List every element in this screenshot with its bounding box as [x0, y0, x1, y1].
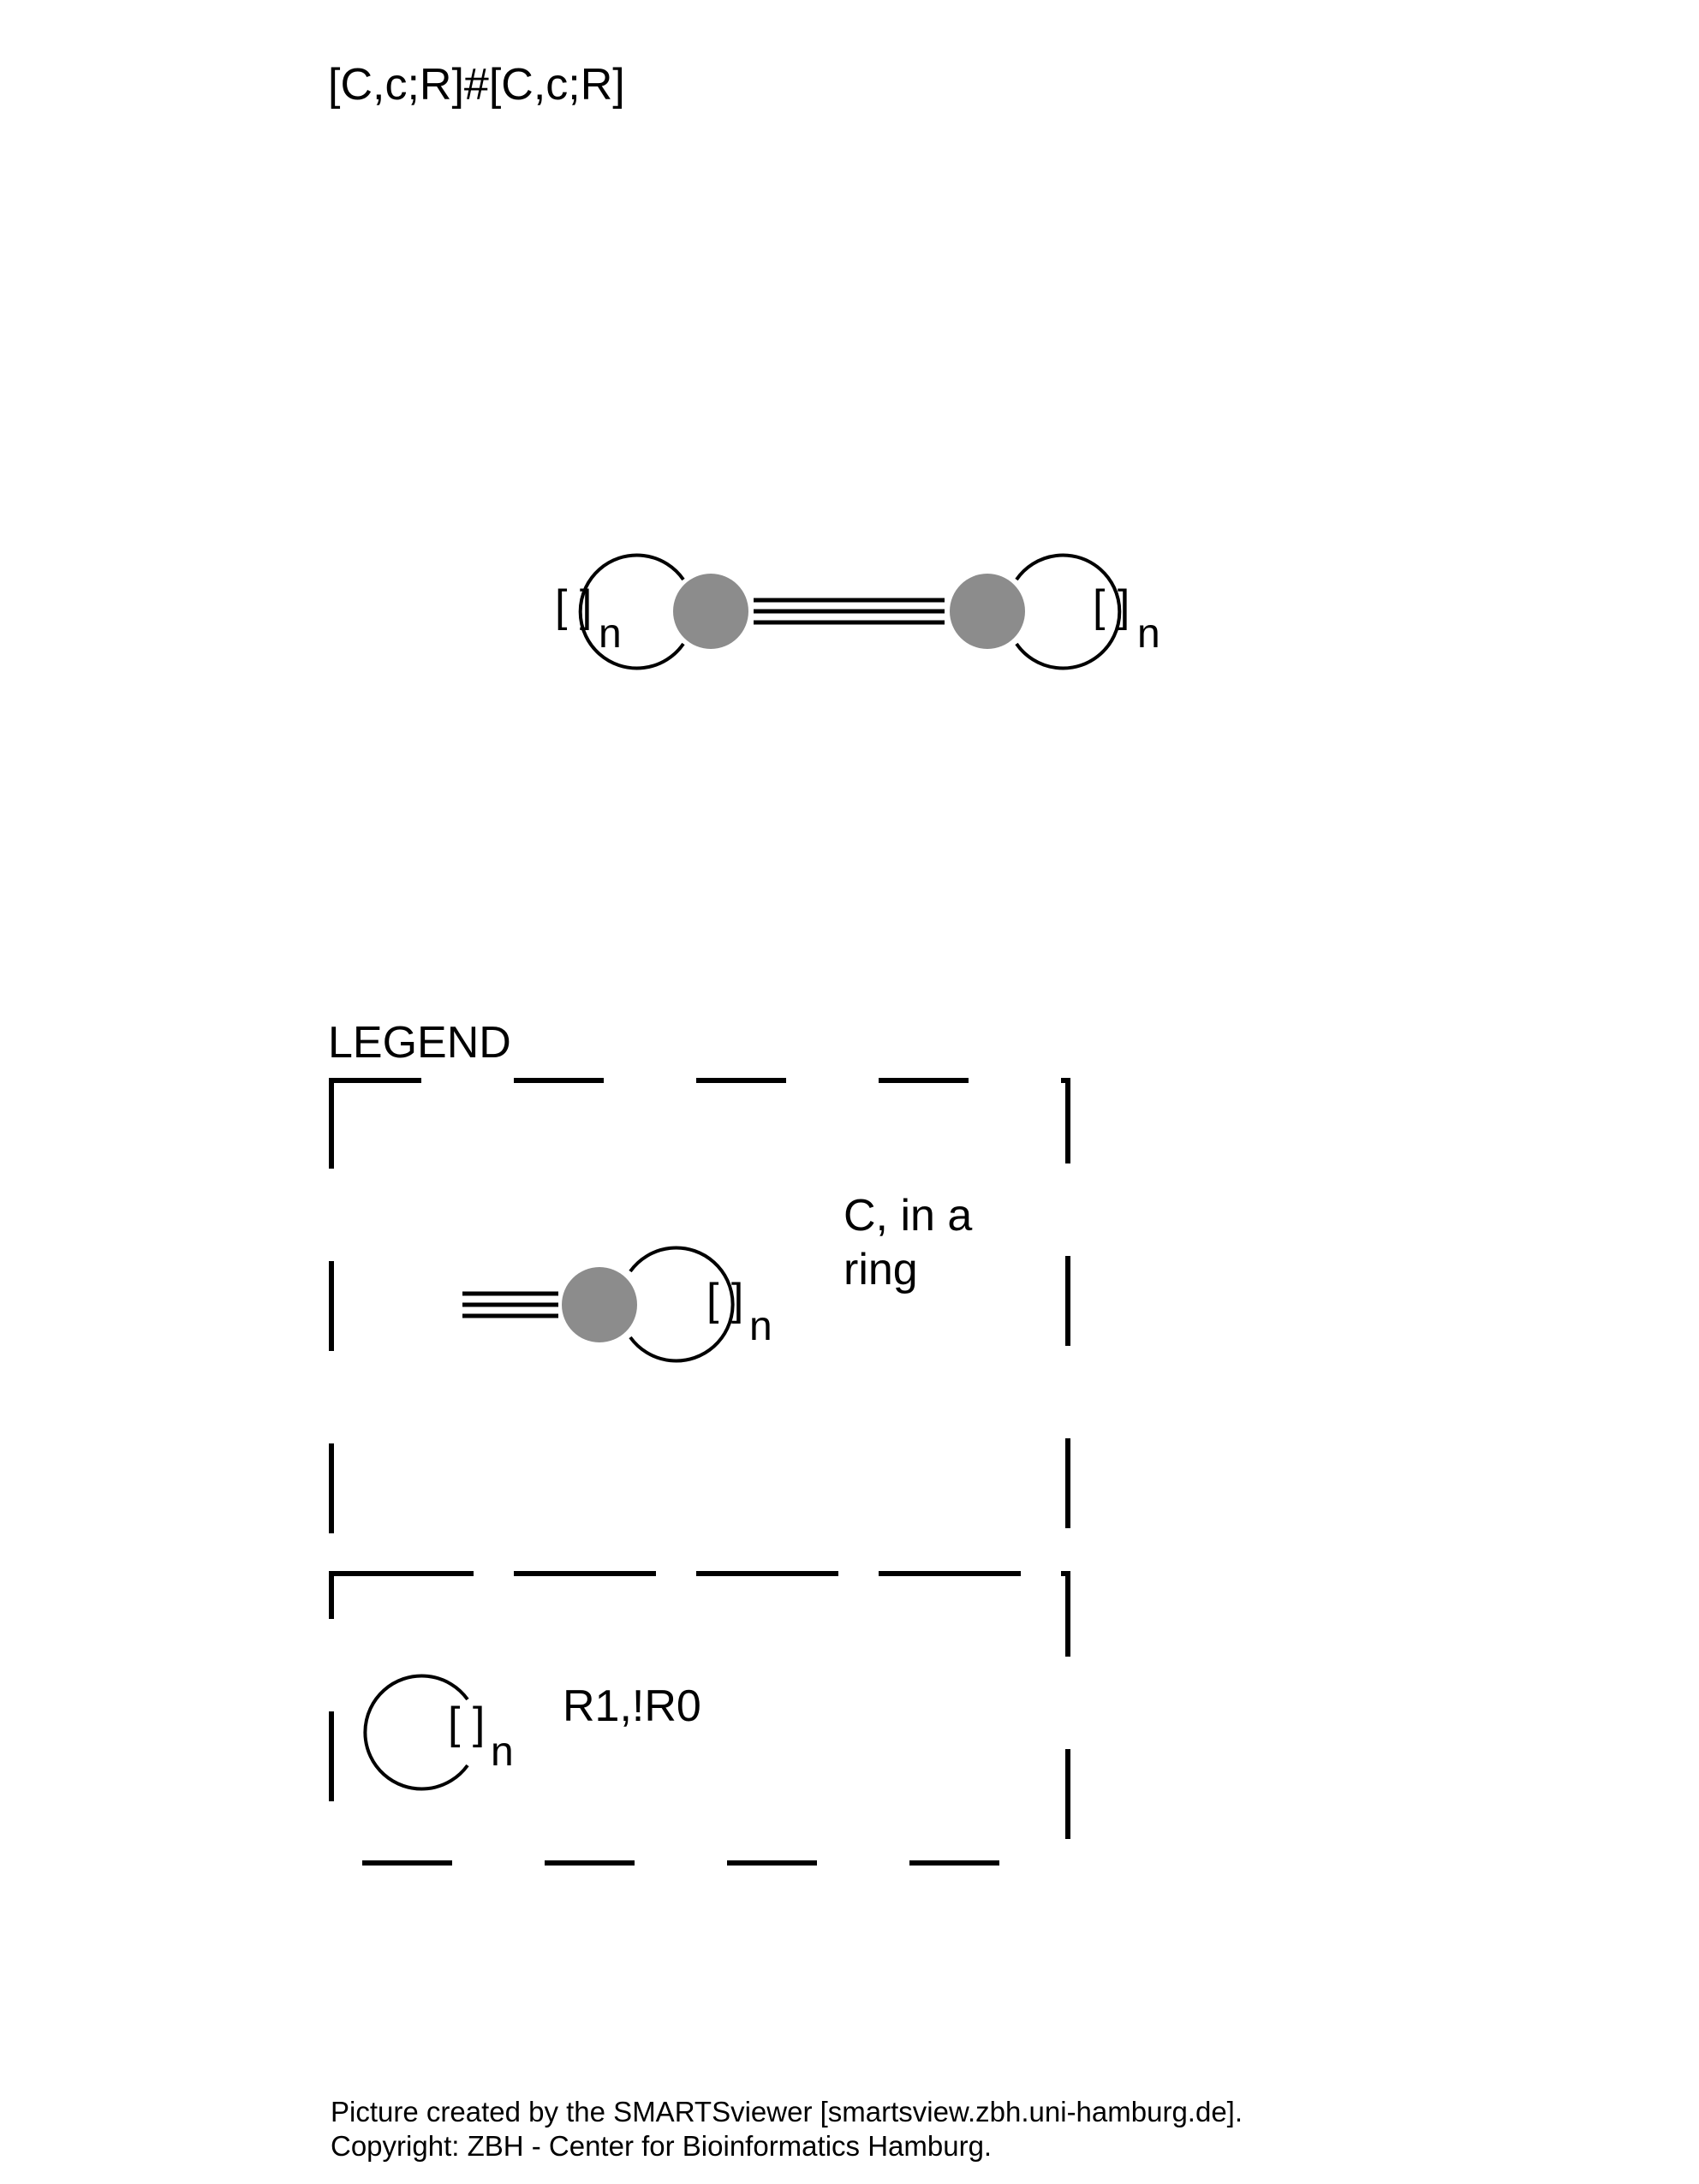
atom-left — [673, 574, 748, 649]
legend-ring-only-bracket: [ ] — [448, 1699, 485, 1748]
molecule: [ ] n [ ] n — [555, 553, 1160, 670]
legend-entry-2-description: R1,!R0 — [563, 1681, 701, 1731]
footer-line-1: Picture created by the SMARTSviewer [sma… — [331, 2096, 1243, 2127]
legend-box-2 — [329, 1571, 1070, 1866]
right-ring-subscript: n — [1137, 611, 1160, 657]
legend-title: LEGEND — [328, 1018, 511, 1068]
legend-entry-1-line-2: ring — [844, 1245, 918, 1294]
legend-box-1 — [329, 1078, 1070, 1576]
legend-ring-arc — [629, 1246, 735, 1363]
legend-entry-1-description: C, in a ring — [844, 1191, 985, 1294]
left-ring-bracket: [ ] — [555, 581, 592, 631]
right-ring-bracket: [ ] — [1093, 581, 1130, 631]
legend-entry-1-symbol: [ ] n — [462, 1246, 772, 1363]
left-ring-subscript: n — [599, 611, 622, 657]
legend-atom — [562, 1267, 637, 1342]
footer-line-2: Copyright: ZBH - Center for Bioinformati… — [331, 2130, 992, 2162]
smarts-string: [C,c;R]#[C,c;R] — [328, 60, 625, 110]
legend-ring-only-arc — [363, 1674, 469, 1791]
legend-entry-2-symbol: [ ] n — [363, 1674, 514, 1791]
legend-ring-subscript: n — [749, 1304, 772, 1349]
legend-ring-bracket: [ ] — [706, 1275, 743, 1324]
legend-ring-only-subscript: n — [491, 1729, 514, 1775]
atom-right — [950, 574, 1025, 649]
left-ring-arc — [578, 553, 685, 670]
legend-entry-1-line-1: C, in a — [844, 1191, 972, 1241]
right-ring-arc — [1015, 553, 1122, 670]
